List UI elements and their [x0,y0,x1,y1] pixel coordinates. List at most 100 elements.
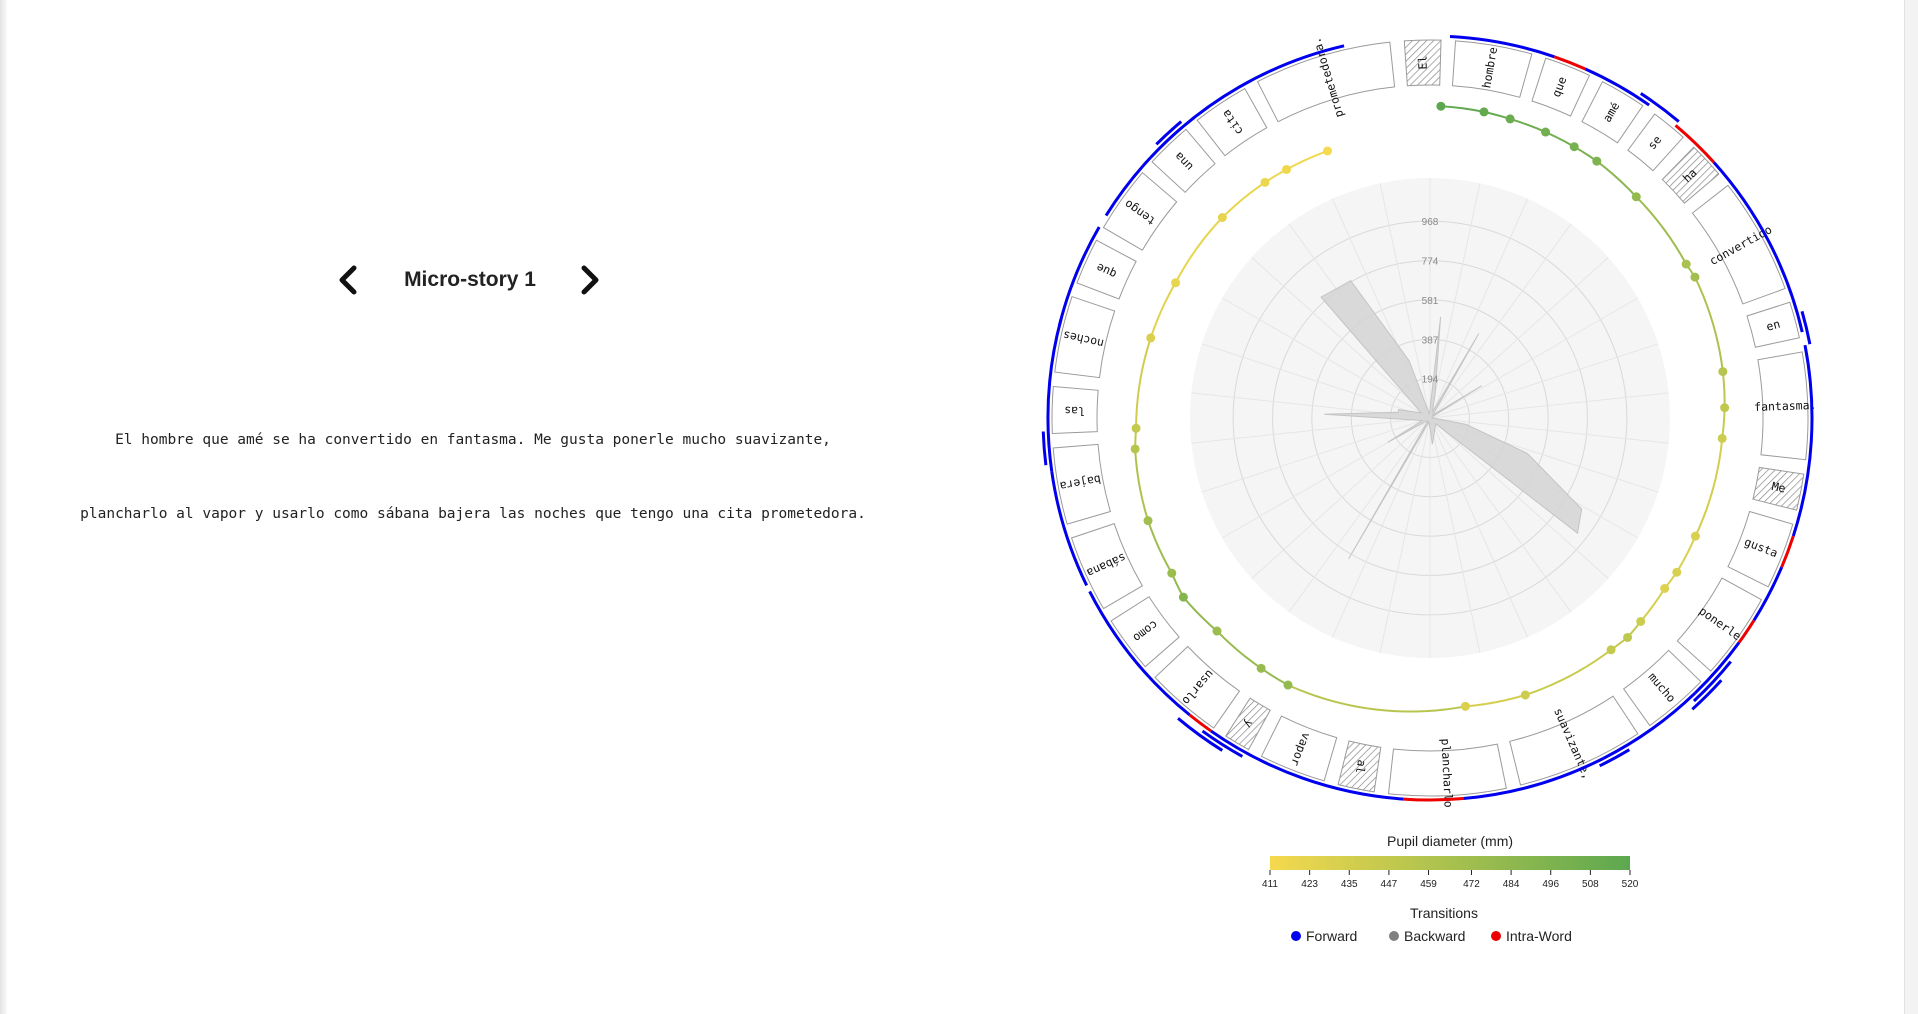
next-story-button[interactable] [570,261,608,299]
transition-arc [1050,470,1089,587]
story-text: El hombre que amé se ha convertido en fa… [60,430,886,578]
transition-arc [1737,619,1756,644]
chart-legend: Pupil diameter (mm) 411 423 435 447 459 472 48… [1262,833,1639,944]
fixation-point [1131,423,1141,433]
scanpath-segment [1149,282,1177,339]
angular-gridline [1191,417,1431,444]
word-cell [1052,443,1112,525]
fixation-point [1520,690,1530,700]
scanpath-segment [1174,216,1224,284]
word-cell [1661,146,1720,204]
transition-arc [1449,35,1555,59]
word-cell [1757,351,1809,461]
scanpath-segment [1216,630,1262,670]
legend-swatch [1291,931,1301,941]
scanpath-segment [1287,684,1466,713]
fixation-point [1217,213,1227,223]
radial-tick-label: 968 [1422,217,1439,228]
angular-gridline [1429,417,1669,444]
colorbar-title: Pupil diameter (mm) [1387,833,1513,849]
angular-gridline [1379,417,1431,653]
fixation-point [1283,680,1293,690]
scanpath-segment [1260,667,1289,686]
fixation-point [1146,333,1156,343]
colorbar-tick-label: 411 [1262,879,1278,890]
colorbar-tick-label: 472 [1463,879,1480,890]
transition-arc [1584,67,1650,107]
angular-gridline [1201,343,1431,419]
angular-gridline [1379,183,1431,419]
scanpath-segment [1639,587,1666,623]
word-cell [1752,466,1805,511]
transition-arc [1403,797,1464,802]
transition-arc [1104,156,1152,217]
scanpath-segment [1721,371,1726,408]
word-cell [1746,301,1800,348]
word-label: al [1353,759,1369,775]
story-navigation: Micro-story 1 [320,255,620,305]
scanpath-segment [1635,196,1688,265]
chevron-left-icon [339,265,357,295]
fixation-point [1623,632,1633,642]
scanpath-segment [1135,337,1152,429]
word-cell [1154,645,1241,729]
angular-gridline [1251,257,1431,419]
scanpath-segment [1483,110,1511,120]
colorbar-tick-label: 508 [1582,879,1599,890]
word-cell [1070,523,1144,610]
legend-item: Forward [1291,928,1357,944]
scanpath-segment [1545,131,1575,148]
colorbar-tick-label: 435 [1341,879,1358,890]
colorbar-tick-label: 423 [1301,879,1318,890]
angular-gridline [1429,183,1481,419]
transition-arc [1210,729,1404,801]
scanpath-segment [1675,535,1697,573]
transition-arc [1188,713,1212,733]
transition-arc [1149,44,1345,159]
fixation-point [1436,101,1446,111]
story-line: plancharlo al vapor y usarlo como sábana… [80,506,866,522]
scanpath-segment [1286,150,1328,171]
transition-arc [1088,590,1191,717]
transition-arc [1752,566,1784,622]
colorbar-tick-label: 484 [1503,879,1520,890]
angular-gridline [1221,297,1431,419]
fixation-point [1479,107,1489,117]
story-line: El hombre que amé se ha convertido en fa… [115,432,831,448]
legend-swatch [1491,931,1501,941]
scanpath-segment [1721,407,1726,439]
radial-tick-label: 387 [1422,335,1439,346]
prev-story-button[interactable] [330,261,368,299]
scanpath-segment [1509,117,1546,133]
transition-arc [1155,120,1183,146]
radial-tick-label: 194 [1422,375,1439,386]
angular-gridline [1288,417,1431,613]
radial-tick-label: 581 [1422,296,1439,307]
transition-arc [1602,691,1697,760]
fixation-point [1718,367,1728,377]
transition-arc [1463,757,1605,801]
fixation-point [1720,403,1730,413]
fixation-point [1130,444,1140,454]
scanpath-segment [1134,448,1149,521]
transition-arc [1692,660,1732,703]
fixation-point [1256,663,1266,673]
angular-gridline [1331,417,1431,638]
legend-swatch [1389,931,1399,941]
fixation-point [1606,645,1616,655]
angular-gridline [1429,223,1572,419]
fixation-point [1690,272,1700,282]
word-cell [1403,39,1442,87]
word-cell [1225,697,1271,751]
fixation-duration-area [1320,279,1583,560]
transition-arc [1046,318,1063,472]
word-cell [1627,113,1684,172]
legend-item: Backward [1389,928,1465,944]
fixation-point [1505,114,1515,124]
scrollbar[interactable] [1904,0,1918,1014]
word-cell [1110,596,1180,668]
fixation-point [1143,516,1153,526]
fixation-point [1592,156,1602,166]
radial-tick-label: 774 [1422,257,1439,268]
